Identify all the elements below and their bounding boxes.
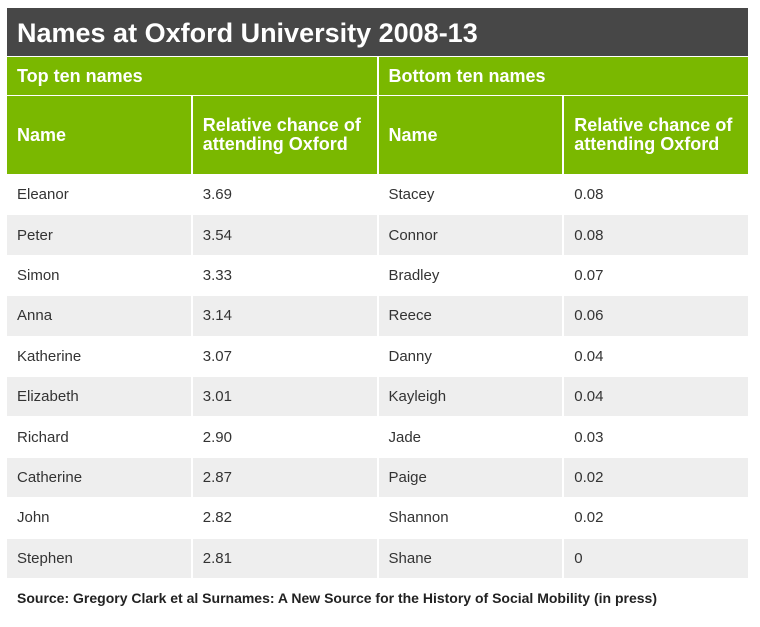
top-chance-cell: 2.82 — [202, 509, 232, 527]
bottom-chance-cell: 0.04 — [574, 347, 604, 365]
top-name-cell: Catherine — [7, 457, 191, 498]
column-header-name: Name — [7, 96, 191, 174]
bottom-name-cell: Stacey — [388, 186, 435, 204]
table-title: Names at Oxford University 2008-13 — [7, 8, 748, 56]
table-row: Katherine 3.07 Danny 0.04 — [7, 337, 748, 376]
table-row: John 2.82 Shannon 0.02 — [7, 498, 748, 537]
bottom-name-cell: Kayleigh — [378, 376, 563, 417]
bottom-name-cell: Danny — [388, 347, 432, 365]
top-chance-cell: 3.07 — [202, 347, 232, 365]
top-name-cell: Anna — [7, 296, 191, 336]
bottom-chance-cell: 0.06 — [564, 296, 748, 336]
bottom-name-cell: Bradley — [388, 266, 440, 284]
source-note: Source: Gregory Clark et al Surnames: A … — [17, 590, 658, 606]
bottom-chance-cell: 0.03 — [574, 428, 604, 446]
top-chance-cell: 3.54 — [192, 215, 377, 255]
bottom-chance-cell: 0.08 — [564, 215, 748, 255]
group-header-bottom: Bottom ten names — [378, 57, 748, 95]
top-name-cell: Richard — [17, 428, 69, 446]
bottom-name-cell: Paige — [378, 457, 563, 498]
names-table-graphic: Names at Oxford University 2008-13 Top t… — [7, 8, 748, 579]
top-name-cell: Elizabeth — [7, 376, 191, 417]
bottom-name-cell: Shannon — [388, 509, 449, 527]
bottom-chance-cell: 0.07 — [574, 266, 604, 284]
top-name-cell: John — [17, 509, 50, 527]
bottom-chance-cell: 0.02 — [564, 457, 748, 498]
column-header-chance: Relative chance of attending Oxford — [564, 96, 748, 174]
bottom-name-cell: Jade — [388, 428, 422, 446]
column-header-chance: Relative chance of attending Oxford — [192, 96, 377, 174]
column-header-name: Name — [378, 96, 563, 174]
bottom-chance-cell: 0.04 — [564, 376, 748, 417]
top-name-cell: Eleanor — [17, 186, 69, 204]
top-name-cell: Stephen — [7, 538, 191, 578]
bottom-chance-cell: 0.08 — [574, 186, 604, 204]
table-row: Simon 3.33 Bradley 0.07 — [7, 256, 748, 295]
names-table: Top ten names Bottom ten names Name Rela… — [5, 56, 750, 579]
group-header-top: Top ten names — [7, 57, 377, 95]
top-chance-cell: 3.33 — [202, 266, 232, 284]
bottom-chance-cell: 0.02 — [574, 509, 604, 527]
table-row: Richard 2.90 Jade 0.03 — [7, 417, 748, 456]
top-name-cell: Simon — [17, 266, 60, 284]
top-chance-cell: 3.69 — [202, 186, 232, 204]
table-row: Eleanor 3.69 Stacey 0.08 — [7, 175, 748, 214]
bottom-chance-cell: 0 — [564, 538, 748, 578]
top-name-cell: Katherine — [17, 347, 82, 365]
top-name-cell: Peter — [7, 215, 191, 255]
bottom-name-cell: Shane — [378, 538, 563, 578]
top-chance-cell: 3.01 — [192, 376, 377, 417]
bottom-name-cell: Connor — [378, 215, 563, 255]
table-row: Peter 3.54 Connor 0.08 — [7, 215, 748, 255]
top-chance-cell: 2.81 — [192, 538, 377, 578]
bottom-name-cell: Reece — [378, 296, 563, 336]
top-chance-cell: 2.90 — [202, 428, 232, 446]
table-row: Stephen 2.81 Shane 0 — [7, 538, 748, 578]
top-chance-cell: 3.14 — [192, 296, 377, 336]
table-row: Elizabeth 3.01 Kayleigh 0.04 — [7, 376, 748, 417]
table-row: Anna 3.14 Reece 0.06 — [7, 296, 748, 336]
top-chance-cell: 2.87 — [192, 457, 377, 498]
table-row: Catherine 2.87 Paige 0.02 — [7, 457, 748, 498]
